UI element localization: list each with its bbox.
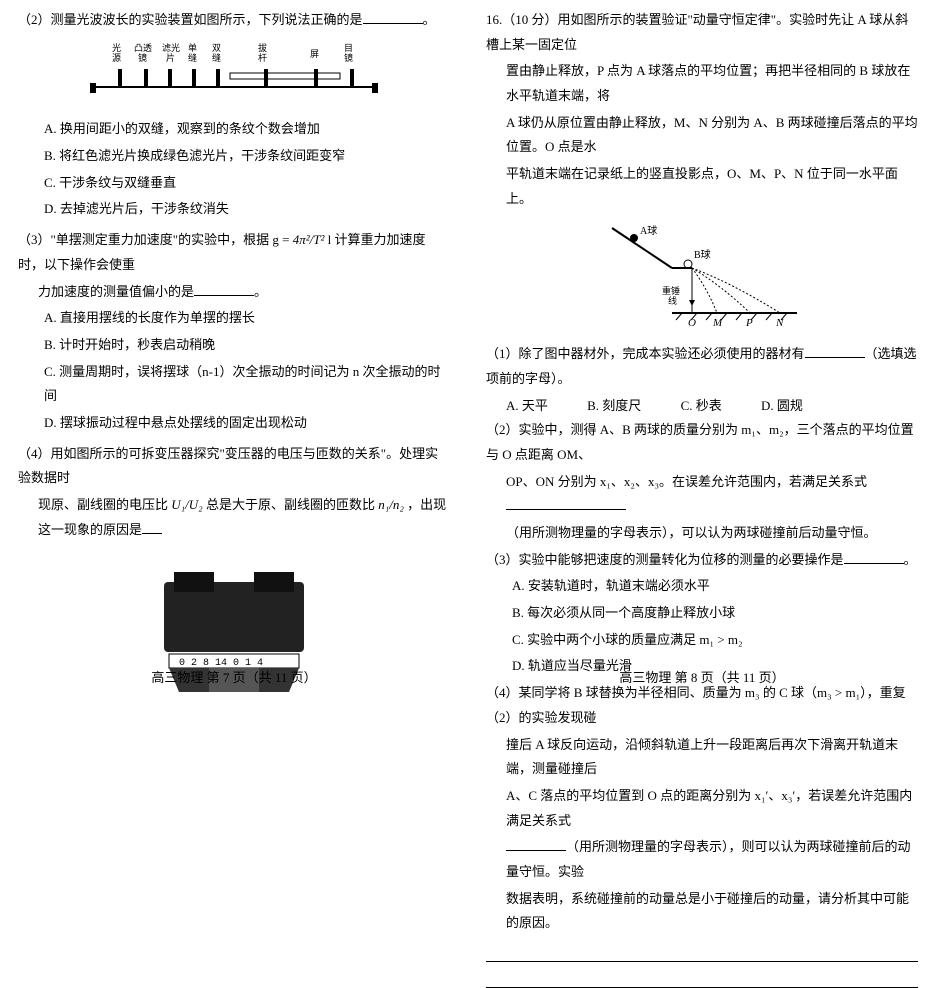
sub4-l5: 数据表明，系统碰撞前的动量总是小于碰撞后的动量，请分析其中可能的原因。	[486, 887, 918, 936]
sub2-blank	[506, 496, 626, 510]
answer-line-2	[486, 968, 918, 988]
svg-text:屏: 屏	[310, 49, 319, 59]
svg-text:O: O	[688, 317, 696, 328]
sub1-stem: （1）除了图中器材外，完成本实验还必须使用的器材有（选填选项前的字母）。	[486, 342, 918, 391]
q4-stem2: 现原、副线圈的电压比 U₁/U₂ 总是大于原、副线圈的匝数比 n₁/n₂ ，出现…	[18, 493, 450, 542]
sub4-l4-row: （用所测物理量的字母表示），则可以认为两球碰撞前后的动量守恒。实验	[486, 835, 918, 884]
footer-8: 高三物理 第 8 页（共 11 页）	[468, 666, 936, 691]
q3-formula: 4π²/T²	[293, 232, 325, 247]
q16-l1: 16.（10 分）用如图所示的装置验证"动量守恒定律"。实验时先让 A 球从斜槽…	[486, 8, 918, 57]
q3-stem-a: （3）"单摆测定重力加速度"的实验中，根据 g =	[18, 232, 293, 247]
q3-stem: （3）"单摆测定重力加速度"的实验中，根据 g = 4π²/T² l 计算重力加…	[18, 228, 450, 277]
svg-text:杆: 杆	[258, 52, 267, 63]
page-7: （2）测量光波波长的实验装置如图所示，下列说法正确的是。 光源 凸透镜 滤光片 …	[0, 0, 468, 701]
q2-blank	[363, 10, 423, 24]
sub3-stem-text: （3）实验中能够把速度的测量转化为位移的测量的必要操作是	[486, 552, 844, 567]
sub3-c: C. 实验中两个小球的质量应满足 m₁ > m₂	[486, 628, 918, 653]
q3-opt-b: B. 计时开始时，秒表启动稍晚	[18, 333, 450, 358]
q4-blank	[142, 520, 162, 534]
q2-opt-b: B. 将红色滤光片换成绿色滤光片，干涉条纹间距变窄	[18, 144, 450, 169]
svg-text:镜: 镜	[138, 52, 147, 63]
sub3-a: A. 安装轨道时，轨道末端必须水平	[486, 574, 918, 599]
q2-opt-c: C. 干涉条纹与双缝垂直	[18, 171, 450, 196]
q3-stem2-text: 力加速度的测量值偏小的是	[38, 284, 194, 299]
svg-text:B球: B球	[694, 248, 711, 261]
svg-text:缝: 缝	[212, 52, 221, 63]
sub1-c: C. 秒表	[681, 394, 722, 419]
q2-opt-d: D. 去掉滤光片后，干涉条纹消失	[18, 197, 450, 222]
q3-period: 。	[254, 284, 267, 299]
sub1-blank	[805, 344, 865, 358]
svg-text:源: 源	[112, 53, 121, 63]
svg-text:镜: 镜	[344, 52, 353, 63]
q16-l3: A 球仍从原位置由静止释放，M、N 分别为 A、B 两球碰撞后落点的平均位置。O…	[486, 111, 918, 160]
q3-opt-d: D. 摆球振动过程中悬点处摆线的固定出现松动	[18, 411, 450, 436]
q2-diagram: 光源 凸透镜 滤光片 单缝 双缝 拔杆 屏 目镜	[18, 39, 450, 112]
q2-opt-a: A. 换用间距小的双缝，观察到的条纹个数会增加	[18, 117, 450, 142]
q4-ratio2: n₁/n₂	[378, 497, 404, 512]
svg-text:N: N	[775, 317, 784, 328]
sub2-l3: （用所测物理量的字母表示），可以认为两球碰撞前后动量守恒。	[486, 521, 918, 546]
q16-diagram: A球 B球 重锤 线 O M P N	[486, 218, 918, 337]
svg-text:重锤: 重锤	[662, 285, 680, 296]
sub3-blank	[844, 550, 904, 564]
sub4-l3: A、C 落点的平均位置到 O 点的距离分别为 x₁′、x₃′，若误差允许范围内满…	[486, 784, 918, 833]
svg-text:M: M	[712, 317, 723, 328]
page-8: 16.（10 分）用如图所示的装置验证"动量守恒定律"。实验时先让 A 球从斜槽…	[468, 0, 936, 701]
q2-stem: （2）测量光波波长的实验装置如图所示，下列说法正确的是 。	[18, 8, 450, 33]
q4-ratio1: U₁/U₂	[171, 497, 202, 512]
q4-stem2a: 现原、副线圈的电压比	[38, 497, 168, 512]
svg-text:缝: 缝	[188, 52, 197, 63]
sub2-l1: （2）实验中，测得 A、B 两球的质量分别为 m₁、m₂，三个落点的平均位置与 …	[486, 418, 918, 467]
sub2-l2: OP、ON 分别为 x₁、x₂、x₃。在误差允许范围内，若满足关系式	[486, 470, 918, 519]
svg-text:线: 线	[668, 295, 677, 306]
sub2-l2-text: OP、ON 分别为 x₁、x₂、x₃。在误差允许范围内，若满足关系式	[506, 474, 867, 489]
svg-text:片: 片	[166, 52, 175, 63]
q3-opt-a: A. 直接用摆线的长度作为单摆的摆长	[18, 306, 450, 331]
sub4-l4: （用所测物理量的字母表示），则可以认为两球碰撞前后的动量守恒。实验	[506, 839, 911, 879]
q3-blank	[194, 282, 254, 296]
sub4-blank	[506, 837, 566, 851]
q4-stem1: （4）用如图所示的可拆变压器探究"变压器的电压与匝数的关系"。处理实验数据时	[18, 442, 450, 491]
svg-text:单: 单	[188, 42, 197, 53]
q16-l4: 平轨道末端在记录纸上的竖直投影点，O、M、P、N 位于同一水平面上。	[486, 162, 918, 211]
answer-line-1	[486, 942, 918, 962]
q3-stem2: 力加速度的测量值偏小的是 。	[18, 280, 450, 305]
q2-period: 。	[423, 12, 436, 27]
svg-text:拔: 拔	[258, 42, 267, 53]
q4-stem2b: 总是大于原、副线圈的匝数比	[206, 497, 375, 512]
footer-7: 高三物理 第 7 页（共 11 页）	[0, 666, 468, 691]
q3-opt-c: C. 测量周期时，误将摆球（n-1）次全振动的时间记为 n 次全振动的时间	[18, 360, 450, 409]
svg-text:滤光: 滤光	[162, 42, 180, 53]
q2-stem-text: （2）测量光波波长的实验装置如图所示，下列说法正确的是	[18, 12, 363, 27]
svg-text:光: 光	[112, 42, 121, 53]
svg-text:凸透: 凸透	[134, 43, 152, 53]
sub3-stem: （3）实验中能够把速度的测量转化为位移的测量的必要操作是 。	[486, 548, 918, 573]
sub1-b: B. 刻度尺	[587, 394, 641, 419]
q16-l2: 置由静止释放，P 点为 A 球落点的平均位置；再把半径相同的 B 球放在水平轨道…	[486, 59, 918, 108]
sub1-d: D. 圆规	[761, 394, 803, 419]
sub1-a: A. 天平	[506, 394, 548, 419]
sub1-opts: A. 天平 B. 刻度尺 C. 秒表 D. 圆规	[486, 394, 918, 419]
svg-text:P: P	[745, 317, 753, 328]
sub3-b: B. 每次必须从同一个高度静止释放小球	[486, 601, 918, 626]
svg-text:双: 双	[212, 43, 221, 53]
sub3-period: 。	[904, 552, 917, 567]
sub4-l2: 撞后 A 球反向运动，沿倾斜轨道上升一段距离后再次下滑离开轨道末端，测量碰撞后	[486, 733, 918, 782]
svg-text:A球: A球	[640, 224, 657, 237]
sub1-stem-text: （1）除了图中器材外，完成本实验还必须使用的器材有	[486, 346, 805, 361]
svg-text:目: 目	[344, 43, 353, 53]
